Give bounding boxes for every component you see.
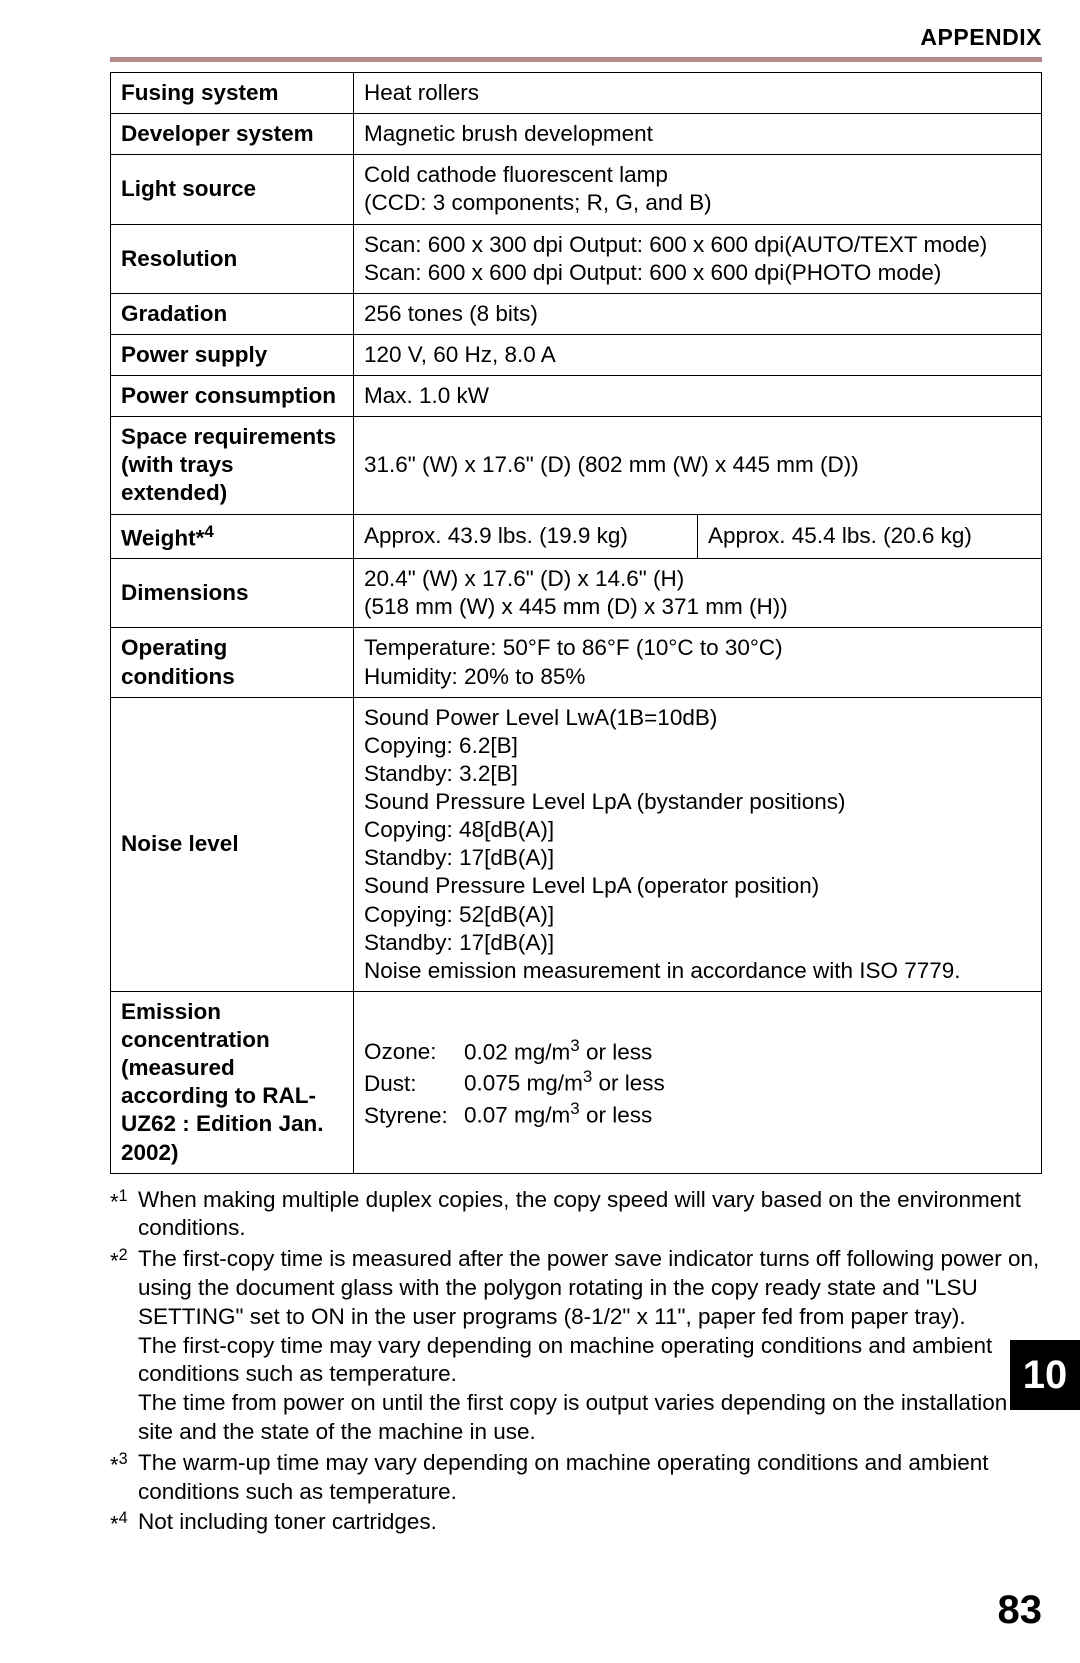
footnote-text: Not including toner cartridges. xyxy=(138,1508,1042,1539)
spec-value: 31.6" (W) x 17.6" (D) (802 mm (W) x 445 … xyxy=(354,417,1042,514)
spec-value: Max. 1.0 kW xyxy=(354,376,1042,417)
page-number: 83 xyxy=(110,1588,1042,1633)
table-row: Power consumptionMax. 1.0 kW xyxy=(111,376,1042,417)
spec-label: Developer system xyxy=(111,114,354,155)
table-row: Weight*4Approx. 43.9 lbs. (19.9 kg)Appro… xyxy=(111,514,1042,559)
spec-label: Weight*4 xyxy=(111,514,354,559)
spec-label: Gradation xyxy=(111,293,354,334)
spec-label: Power consumption xyxy=(111,376,354,417)
spec-value: Temperature: 50°F to 86°F (10°C to 30°C)… xyxy=(354,628,1042,697)
footnote-marker: *4 xyxy=(110,1508,138,1539)
spec-label: Power supply xyxy=(111,334,354,375)
spec-value: Cold cathode fluorescent lamp(CCD: 3 com… xyxy=(354,155,1042,224)
spec-value: Sound Power Level LwA(1B=10dB)Copying: 6… xyxy=(354,697,1042,991)
spec-label: Dimensions xyxy=(111,559,354,628)
footnote: *3The warm-up time may vary depending on… xyxy=(110,1449,1042,1507)
spec-value: Approx. 43.9 lbs. (19.9 kg) xyxy=(354,514,698,559)
footnote: *4Not including toner cartridges. xyxy=(110,1508,1042,1539)
table-row: ResolutionScan: 600 x 300 dpi Output: 60… xyxy=(111,224,1042,293)
table-row: Operating conditionsTemperature: 50°F to… xyxy=(111,628,1042,697)
footnote-text: The first-copy time is measured after th… xyxy=(138,1245,1042,1447)
spec-value: 256 tones (8 bits) xyxy=(354,293,1042,334)
spec-value: Scan: 600 x 300 dpi Output: 600 x 600 dp… xyxy=(354,224,1042,293)
emission-value: 0.075 mg/m3 or less xyxy=(464,1066,669,1098)
table-row: Gradation256 tones (8 bits) xyxy=(111,293,1042,334)
table-row: Noise levelSound Power Level LwA(1B=10dB… xyxy=(111,697,1042,991)
table-row: Light sourceCold cathode fluorescent lam… xyxy=(111,155,1042,224)
spec-value: 20.4" (W) x 17.6" (D) x 14.6" (H)(518 mm… xyxy=(354,559,1042,628)
appendix-page: APPENDIX Fusing systemHeat rollersDevelo… xyxy=(0,0,1080,1663)
footnote: *2The first-copy time is measured after … xyxy=(110,1245,1042,1447)
spec-table: Fusing systemHeat rollersDeveloper syste… xyxy=(110,72,1042,1174)
table-row: Dimensions20.4" (W) x 17.6" (D) x 14.6" … xyxy=(111,559,1042,628)
table-row: Developer systemMagnetic brush developme… xyxy=(111,114,1042,155)
spec-value: 120 V, 60 Hz, 8.0 A xyxy=(354,334,1042,375)
footnote-marker: *2 xyxy=(110,1245,138,1447)
header-rule xyxy=(110,57,1042,62)
emission-name: Styrene: xyxy=(364,1098,464,1130)
spec-label: Emission concentration (measured accordi… xyxy=(111,991,354,1173)
table-row: Fusing systemHeat rollers xyxy=(111,73,1042,114)
spec-label: Operating conditions xyxy=(111,628,354,697)
emission-name: Ozone: xyxy=(364,1035,464,1067)
section-header: APPENDIX xyxy=(110,24,1042,51)
spec-label: Resolution xyxy=(111,224,354,293)
table-row: Emission concentration (measured accordi… xyxy=(111,991,1042,1173)
footnote-text: The warm-up time may vary depending on m… xyxy=(138,1449,1042,1507)
emission-value: 0.02 mg/m3 or less xyxy=(464,1035,669,1067)
footnote-marker: *1 xyxy=(110,1186,138,1244)
footnote-text: When making multiple duplex copies, the … xyxy=(138,1186,1042,1244)
footnote: *1When making multiple duplex copies, th… xyxy=(110,1186,1042,1244)
spec-value: Magnetic brush development xyxy=(354,114,1042,155)
footnote-marker: *3 xyxy=(110,1449,138,1507)
spec-value: Ozone:0.02 mg/m3 or lessDust:0.075 mg/m3… xyxy=(354,991,1042,1173)
spec-label: Fusing system xyxy=(111,73,354,114)
spec-value: Heat rollers xyxy=(354,73,1042,114)
emission-name: Dust: xyxy=(364,1066,464,1098)
chapter-tab: 10 xyxy=(1010,1340,1080,1410)
spec-label: Light source xyxy=(111,155,354,224)
spec-label: Space requirements (with trays extended) xyxy=(111,417,354,514)
table-row: Space requirements (with trays extended)… xyxy=(111,417,1042,514)
spec-value: Approx. 45.4 lbs. (20.6 kg) xyxy=(698,514,1042,559)
emission-value: 0.07 mg/m3 or less xyxy=(464,1098,669,1130)
table-row: Power supply120 V, 60 Hz, 8.0 A xyxy=(111,334,1042,375)
spec-label: Noise level xyxy=(111,697,354,991)
footnotes: *1When making multiple duplex copies, th… xyxy=(110,1186,1042,1540)
